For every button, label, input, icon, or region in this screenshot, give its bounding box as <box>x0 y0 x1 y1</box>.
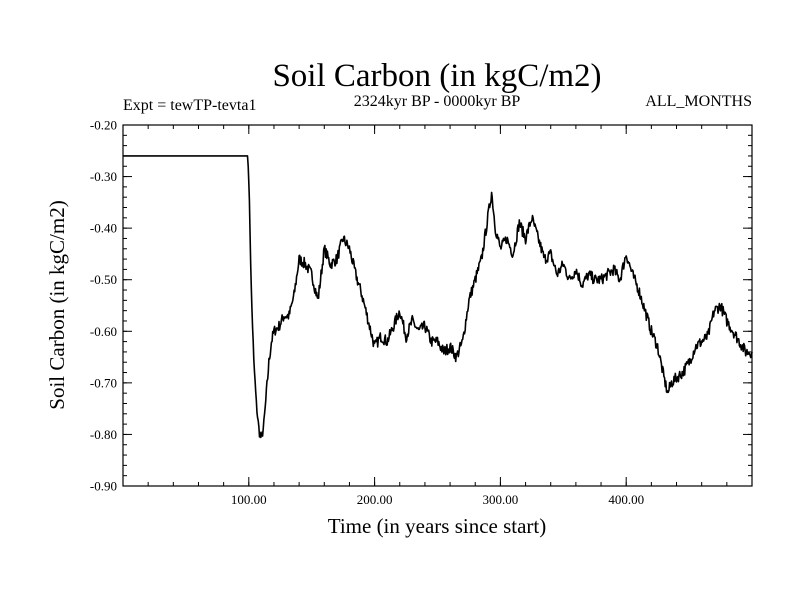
y-tick-label: -0.70 <box>90 375 117 390</box>
y-tick-label: -0.90 <box>90 479 117 494</box>
series-layer <box>123 155 753 439</box>
x-tick-label: 300.00 <box>483 492 519 507</box>
y-tick-label: -0.80 <box>90 427 117 442</box>
ticks-layer: 100.00 200.00 300.00 400.00 -0.20 -0.30 -0.40 -… <box>90 118 752 507</box>
y-axis-label: Soil Carbon (in kgC/m2) <box>45 200 69 409</box>
y-tick-label: -0.60 <box>90 324 117 339</box>
x-axis-label: Time (in years since start) <box>328 514 547 538</box>
x-tick-label: 200.00 <box>357 492 393 507</box>
x-tick-label: 100.00 <box>231 492 267 507</box>
period-label: 2324kyr BP - 0000kyr BP <box>354 93 521 110</box>
x-tick-label: 400.00 <box>608 492 644 507</box>
y-tick-label: -0.40 <box>90 221 117 236</box>
y-tick-label: -0.50 <box>90 272 117 287</box>
chart-title: Soil Carbon (in kgC/m2) <box>272 58 601 94</box>
plot-frame <box>122 124 753 487</box>
y-tick-label: -0.20 <box>90 118 117 133</box>
experiment-label: Expt = tewTP-tevta1 <box>123 97 256 114</box>
series-line-0 <box>123 155 753 439</box>
y-tick-label: -0.30 <box>90 169 117 184</box>
months-label: ALL_MONTHS <box>645 93 752 110</box>
